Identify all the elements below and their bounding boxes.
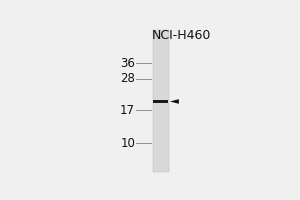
Text: 10: 10: [120, 137, 135, 150]
Text: 36: 36: [120, 57, 135, 70]
Text: 28: 28: [120, 72, 135, 85]
Polygon shape: [170, 99, 179, 104]
Text: NCI-H460: NCI-H460: [152, 29, 211, 42]
Bar: [153, 100, 168, 103]
Bar: [153, 30, 169, 172]
Text: 17: 17: [120, 104, 135, 117]
